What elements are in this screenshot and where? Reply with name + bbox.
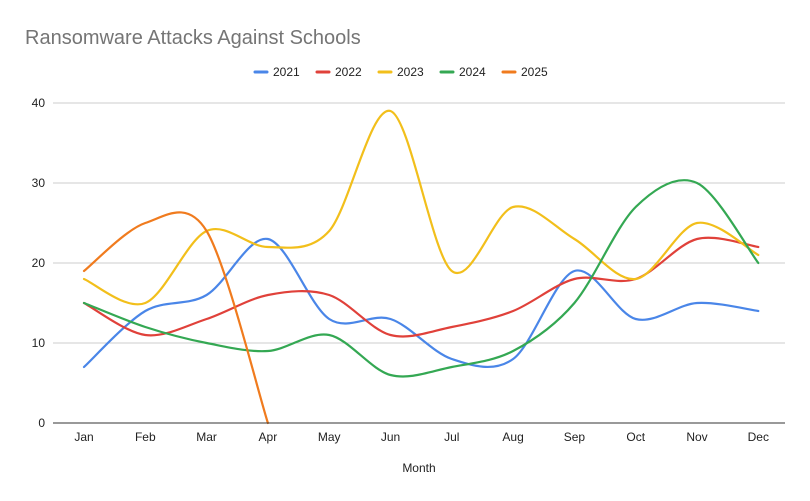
legend-label: 2023	[397, 65, 424, 79]
x-axis-title: Month	[402, 461, 435, 475]
y-tick-label: 10	[32, 336, 46, 350]
series-lines	[82, 109, 760, 425]
legend-label: 2025	[521, 65, 548, 79]
legend-label: 2021	[273, 65, 300, 79]
series-line-2023	[82, 109, 760, 306]
y-tick-label: 0	[38, 416, 45, 430]
x-tick-label: Jul	[444, 430, 459, 444]
chart-title: Ransomware Attacks Against Schools	[25, 27, 361, 49]
x-tick-label: May	[318, 430, 341, 444]
x-tick-label: Sep	[564, 430, 586, 444]
x-tick-label: Jun	[381, 430, 400, 444]
gridlines	[53, 102, 785, 344]
series-line-2024	[82, 179, 760, 378]
series-line-2025	[82, 211, 269, 425]
x-axis-tick-labels: Jan Feb Mar Apr May Jun Jul Aug Sep Oct Nov Dec	[74, 430, 769, 444]
x-tick-label: Dec	[748, 430, 769, 444]
x-tick-label: Nov	[686, 430, 707, 444]
series-line-2021	[82, 237, 760, 369]
y-tick-label: 30	[32, 176, 46, 190]
x-tick-label: Feb	[135, 430, 156, 444]
y-tick-label: 20	[32, 256, 46, 270]
y-axis-tick-labels: 0 10 20 30 40	[32, 96, 46, 430]
legend-label: 2024	[459, 65, 486, 79]
legend: 2021 2022 2023 2024 2025	[253, 65, 548, 79]
y-tick-label: 40	[32, 96, 46, 110]
x-tick-label: Jan	[74, 430, 93, 444]
x-tick-label: Aug	[502, 430, 523, 444]
x-tick-label: Oct	[626, 430, 645, 444]
legend-label: 2022	[335, 65, 362, 79]
x-tick-label: Mar	[196, 430, 217, 444]
x-tick-label: Apr	[259, 430, 278, 444]
